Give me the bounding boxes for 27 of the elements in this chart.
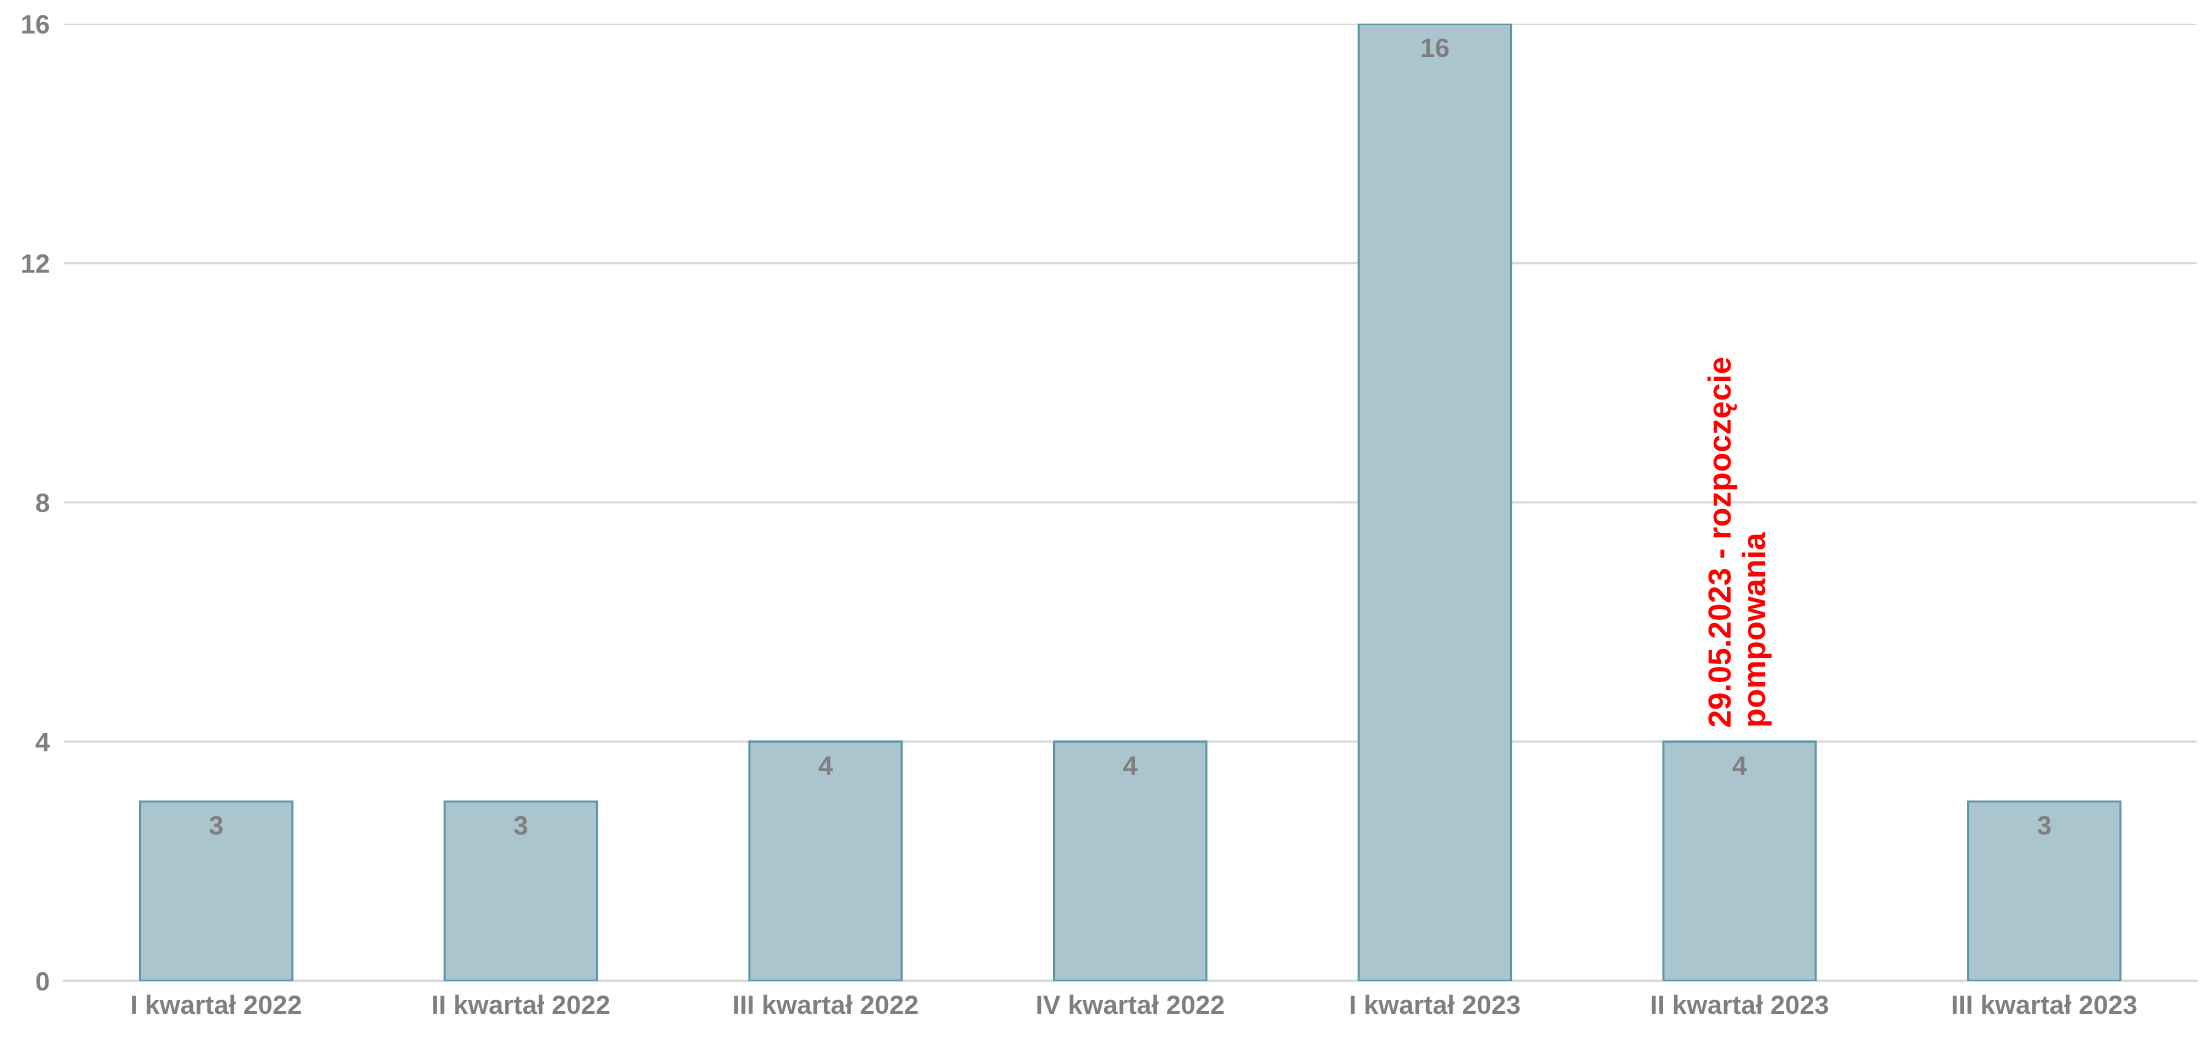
y-tick-label: 0 (36, 972, 49, 991)
y-tick-label: 4 (35, 733, 50, 752)
bar (1967, 800, 2122, 981)
y-tick-label: 12 (22, 254, 49, 273)
data-label: 4 (818, 756, 833, 775)
bar (1357, 23, 1513, 981)
x-tick-label: IV kwartał 2022 (1037, 994, 1224, 1015)
data-label: 3 (2037, 816, 2051, 835)
data-label: 3 (209, 816, 223, 835)
x-tick-label: II kwartał 2022 (433, 994, 610, 1015)
x-tick-label: I kwartał 2023 (1350, 994, 1520, 1015)
bar (138, 800, 294, 981)
y-tick-label: 16 (22, 15, 49, 34)
bar (748, 740, 903, 981)
x-tick-label: III kwartał 2022 (734, 994, 918, 1015)
bar (443, 800, 599, 981)
bar (1053, 740, 1208, 981)
x-tick-label: III kwartał 2023 (1952, 994, 2137, 1015)
data-label: 4 (1123, 756, 1138, 775)
x-tick-label: I kwartał 2022 (132, 994, 301, 1015)
y-tick-label: 8 (36, 493, 50, 513)
x-tick-label: II kwartał 2023 (1651, 994, 1829, 1015)
bar (1662, 740, 1817, 981)
data-label: 16 (1421, 38, 1449, 58)
data-label: 4 (1732, 756, 1747, 775)
annotation: 29.05.2023 - rozpoczęcie pompowania (1707, 357, 1772, 727)
data-label: 3 (514, 816, 528, 835)
